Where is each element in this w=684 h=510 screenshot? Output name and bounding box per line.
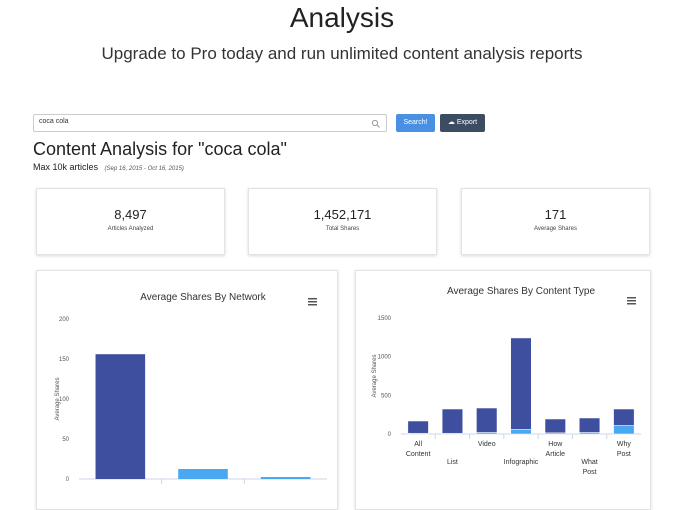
page-title: Analysis <box>289 2 395 33</box>
search-query: coca cola <box>39 118 69 125</box>
date-range: (Sep 16, 2015 - Oct 16, 2015) <box>104 166 184 172</box>
bar-segment <box>579 417 601 433</box>
stat-value: 1,452,171 <box>313 207 372 222</box>
x-tick-label: Infographic <box>504 459 539 466</box>
bar-segment <box>510 337 532 430</box>
x-tick-label: Why Post <box>617 441 632 458</box>
stat-card: 1,452,171 Total Shares <box>248 188 437 255</box>
stat-value: 171 <box>544 207 567 222</box>
bar-segment <box>544 418 566 434</box>
x-tick-label: How Article <box>546 441 566 458</box>
stat-label: Average Shares <box>534 226 577 232</box>
stat-card: 8,497 Articles Analyzed <box>36 188 225 255</box>
search-icon <box>371 119 380 128</box>
page-subtitle: Upgrade to Pro today and run unlimited c… <box>101 44 583 63</box>
x-tick-label: Video <box>478 441 496 448</box>
stat-label: Articles Analyzed <box>107 226 154 232</box>
y-tick-label: 200 <box>59 317 70 323</box>
chart-panel: Average Shares By Content Type Average Sh… <box>355 270 651 510</box>
search-button[interactable]: Search! <box>396 114 435 132</box>
y-tick-label: 500 <box>381 393 392 399</box>
stat-card: 171 Average Shares <box>461 188 650 255</box>
bar <box>178 469 228 479</box>
y-tick-label: 50 <box>62 437 69 443</box>
chart-title: Average Shares By Network <box>140 292 266 303</box>
x-tick-label: All Content <box>406 441 431 458</box>
bar-segment <box>510 429 532 435</box>
menu-icon[interactable] <box>627 297 636 305</box>
x-tick-label: What Post <box>581 459 597 476</box>
bar-segment <box>476 407 498 433</box>
scope: Max 10k articles <box>33 162 99 172</box>
report-title: Content Analysis for "coca cola" <box>33 139 287 159</box>
y-tick-label: 150 <box>59 357 70 363</box>
y-tick-label: 100 <box>59 397 70 403</box>
bar <box>95 354 146 479</box>
chart-panel: Average Shares By Network Average Shares 0… <box>36 270 338 510</box>
export-label: Export <box>456 119 478 126</box>
y-tick-label: 1500 <box>378 316 392 322</box>
y-tick-label: 0 <box>66 477 70 483</box>
bar-segment <box>441 408 463 434</box>
y-tick-label: 1000 <box>378 355 392 361</box>
search-input[interactable]: coca cola <box>33 114 387 132</box>
chart: Average Shares By Content Type Average Sh… <box>372 286 641 476</box>
chart: Average Shares By Network Average Shares 0… <box>55 292 327 484</box>
y-axis-label: Average Shares <box>372 355 378 398</box>
bar <box>260 477 311 479</box>
bar-segment <box>613 425 635 435</box>
x-tick-label: List <box>447 459 458 466</box>
menu-icon[interactable] <box>308 298 317 306</box>
stat-value: 8,497 <box>114 207 147 222</box>
bar-segment <box>407 420 429 434</box>
bar-segment <box>613 408 635 426</box>
y-axis-label: Average Shares <box>55 378 61 421</box>
y-tick-label: 0 <box>388 432 392 438</box>
stat-label: Total Shares <box>325 226 360 232</box>
export-button[interactable]: ☁ Export <box>440 114 485 132</box>
report-scope: Max 10k articles (Sep 16, 2015 - Oct 16,… <box>33 162 184 172</box>
chart-title: Average Shares By Content Type <box>447 286 595 297</box>
